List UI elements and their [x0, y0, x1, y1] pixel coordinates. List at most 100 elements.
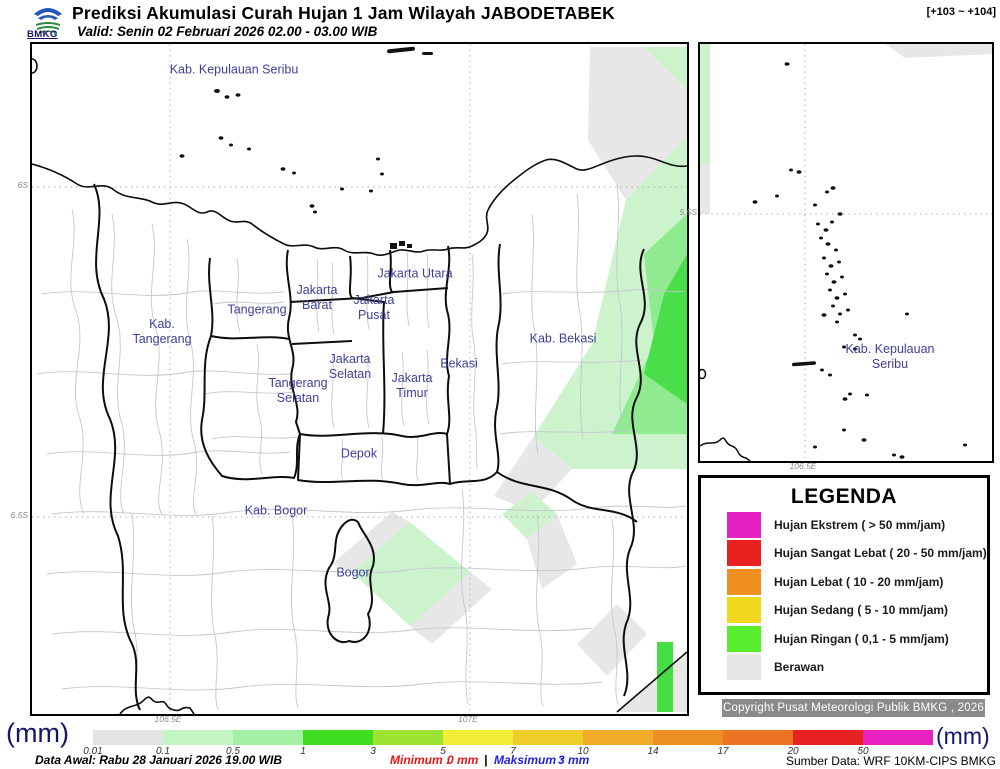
page-title: Prediksi Akumulasi Curah Hujan 1 Jam Wil…: [72, 3, 615, 23]
legend-item: Hujan Lebat ( 10 - 20 mm/jam): [727, 568, 987, 595]
colorbar-segment: [863, 730, 933, 745]
lon-tick-106-5e: 106.5E: [154, 714, 182, 724]
colorbar-tick-labels: 0.01 0.1 0.5 1 3 5 7 10 14 17 20 50: [83, 746, 933, 758]
port-marks: [390, 243, 397, 249]
region-label: Tangerang Selatan: [268, 375, 328, 405]
main-map-panel: Kab. Kepulauan Seribu Jakarta Utara Jakart…: [30, 42, 689, 716]
region-label: Kab. Bogor: [244, 503, 308, 518]
region-label: Kab. Bekasi: [529, 331, 597, 346]
colorbar-segment: [723, 730, 793, 745]
colorbar-tick-label: 14: [647, 746, 659, 757]
legend-color-swatch: [727, 654, 761, 680]
colorbar-tick-label: 5: [440, 746, 446, 757]
colorbar-segment: [303, 730, 373, 745]
region-label: Bekasi: [440, 356, 478, 371]
lon-tick-107e: 107E: [458, 714, 478, 724]
legend-color-swatch: [727, 540, 761, 566]
minimum-value: 0 mm: [447, 753, 479, 767]
colorbar-tick-label: 20: [787, 746, 799, 757]
min-max-separator: |: [484, 753, 488, 767]
lat-tick-6s: 6S: [17, 180, 28, 190]
main-map-canvas: [32, 44, 687, 714]
data-source-text: Sumber Data: WRF 10KM-CIPS BMKG: [785, 754, 996, 768]
data-awal-text: Data Awal: Rabu 28 Januari 2026 19.00 WI…: [35, 753, 282, 767]
inset-gridlines: [700, 44, 992, 461]
colorbar-unit-left: (mm): [6, 718, 69, 748]
legend-item: Hujan Sedang ( 5 - 10 mm/jam): [727, 597, 987, 623]
minimum-label: Minimum :: [390, 753, 450, 767]
inset-region-label: Kab. Kepulauan Seribu: [845, 341, 935, 371]
inset-coastline: [700, 368, 751, 461]
district-boundaries: [36, 183, 687, 711]
legend-item-label: Hujan Lebat ( 10 - 20 mm/jam): [774, 574, 944, 589]
colorbar-segment: [233, 730, 303, 745]
colorbar-segment: [793, 730, 863, 745]
legend-item: Berawan: [727, 654, 987, 680]
legend-item: Hujan Ekstrem ( > 50 mm/jam): [727, 511, 987, 538]
inset-islands: [752, 62, 967, 459]
inset-lon-tick: 106.5E: [789, 461, 817, 471]
lat-tick-6-5s: 6.5S: [10, 510, 29, 520]
colorbar-tick-label: 1: [300, 746, 306, 757]
inset-map-canvas: [700, 44, 992, 461]
colorbar-segment: [93, 730, 163, 745]
colorbar-tick-label: 3: [370, 746, 376, 757]
colorbar-tick-label: 0.5: [226, 746, 240, 757]
legend-panel: LEGENDA Hujan Ekstrem ( > 50 mm/jam) Huja…: [698, 475, 990, 695]
region-label: Tangerang: [227, 302, 287, 317]
region-label: Jakarta Selatan: [328, 351, 372, 381]
region-label: Jakarta Barat: [296, 282, 338, 312]
colorbar-tick-label: 10: [577, 746, 589, 757]
region-label: Depok: [340, 446, 378, 461]
rain-patches: [332, 47, 687, 712]
region-label: Jakarta Utara: [377, 266, 453, 281]
legend-item: Hujan Sangat Lebat ( 20 - 50 mm/jam): [727, 540, 987, 566]
colorbar-segment: [583, 730, 653, 745]
legend-color-swatch: [727, 511, 761, 538]
legend-item-label: Hujan Sedang ( 5 - 10 mm/jam): [774, 603, 949, 617]
maksimum-value: 3 mm: [558, 753, 590, 767]
legend-item: Hujan Ringan ( 0,1 - 5 mm/jam): [727, 625, 987, 652]
regency-boundaries: [93, 183, 646, 711]
region-label: Kab. Tangerang: [132, 316, 192, 346]
colorbar-tick-label: 0.01: [83, 746, 103, 757]
region-label: Bogor: [336, 565, 370, 580]
legend-item-label: Hujan Ringan ( 0,1 - 5 mm/jam): [774, 631, 949, 646]
colorbar-segment: [163, 730, 233, 745]
copyright-banner: Copyright Pusat Meteorologi Publik BMKG …: [722, 699, 985, 717]
graticule-gridlines: [32, 44, 687, 714]
forecast-lead-time: [+103 ~ +104]: [926, 6, 996, 18]
logo-blue-arc: [34, 8, 62, 16]
region-label: Kab. Kepulauan Seribu: [169, 62, 299, 77]
colorbar-segment: [513, 730, 583, 745]
legend-rows: Hujan Ekstrem ( > 50 mm/jam) Hujan Sangat…: [701, 511, 987, 680]
colorbar-segment: [443, 730, 513, 745]
colorbar-tick-label: 50: [857, 746, 869, 757]
inset-rain-patch: [700, 44, 710, 164]
colorbar: [93, 730, 933, 745]
colorbar-segment: [653, 730, 723, 745]
legend-item-label: Hujan Ekstrem ( > 50 mm/jam): [774, 517, 946, 532]
legend-color-swatch: [727, 597, 761, 623]
colorbar-tick-label: 0.1: [156, 746, 170, 757]
inset-map-panel: Kab. Kepulauan Seribu: [698, 42, 994, 463]
bmkg-logo-label: BMKG: [27, 29, 58, 40]
logo-green-wave: [36, 22, 60, 26]
colorbar-unit-right: (mm): [936, 723, 990, 749]
colorbar-tick-label: 7: [510, 746, 516, 757]
islands: [179, 46, 433, 249]
region-label: Jakarta Pusat: [353, 292, 395, 322]
colorbar-segment: [373, 730, 443, 745]
region-label: Jakarta Timur: [391, 370, 433, 400]
legend-title: LEGENDA: [790, 485, 898, 508]
inset-lat-tick: 5.5S: [679, 207, 698, 217]
maksimum-label: Maksimum :: [494, 753, 564, 767]
legend-color-swatch: [727, 568, 761, 595]
legend-item-label: Hujan Sangat Lebat ( 20 - 50 mm/jam): [774, 546, 987, 560]
colorbar-tick-label: 17: [717, 746, 729, 757]
legend-item-label: Berawan: [774, 660, 825, 674]
bmkg-logo-icon: [34, 8, 62, 34]
legend-color-swatch: [727, 625, 761, 652]
valid-time-subtitle: Valid: Senin 02 Februari 2026 02.00 - 03…: [77, 24, 378, 39]
